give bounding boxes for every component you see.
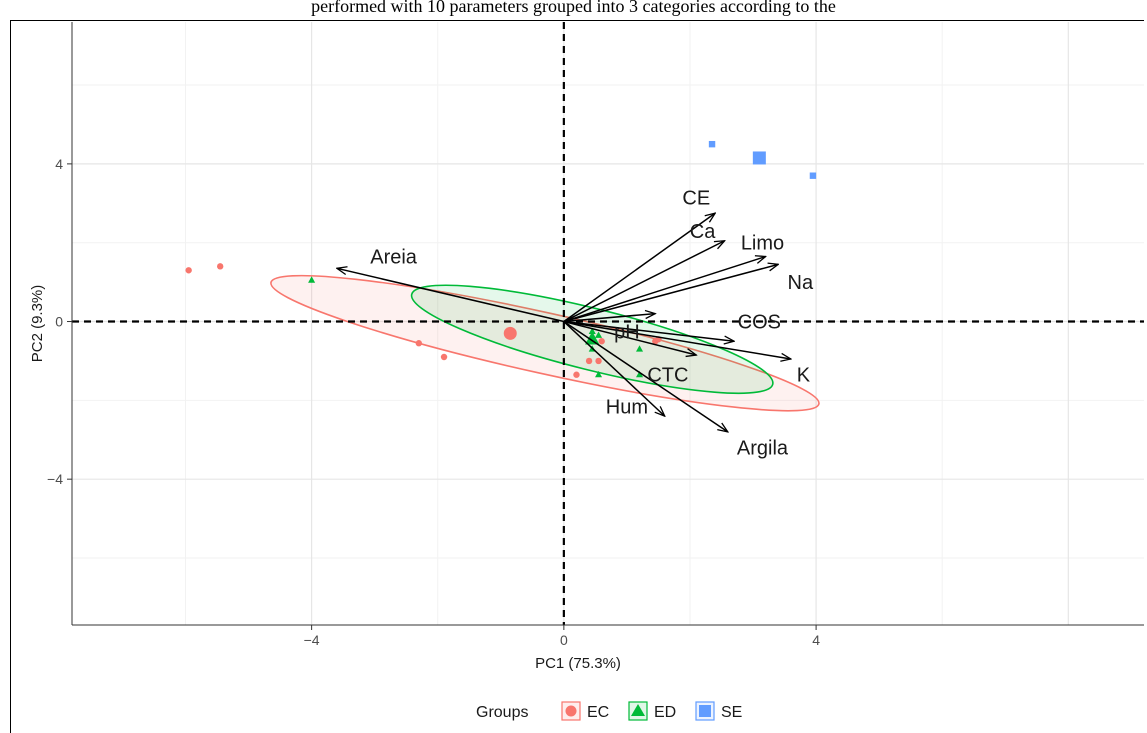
- y-axis-title: PC2 (9.3%): [29, 285, 46, 363]
- confidence-ellipse-ec: [270, 274, 820, 412]
- figure-frame: [10, 20, 1144, 733]
- loading-arrow-argila: [563, 320, 728, 432]
- data-point-ec: [585, 357, 593, 365]
- y-tick-label: 4: [55, 156, 63, 172]
- data-point-ec: [595, 357, 602, 365]
- loading-label-ce: CE: [682, 187, 710, 209]
- centroid-point-se: [752, 151, 766, 165]
- centroid-point-ec: [503, 326, 517, 340]
- loading-arrow-ctc: [563, 320, 696, 356]
- data-point-se: [809, 172, 817, 179]
- data-point-ec: [216, 263, 224, 270]
- loading-arrow-hum: [563, 320, 665, 417]
- data-point-ec: [415, 340, 423, 347]
- data-point-ec: [185, 267, 192, 274]
- legend: Groups EC ED SE: [476, 701, 742, 721]
- y-tick-label: −4: [47, 471, 63, 487]
- legend-symbol-se: [699, 705, 711, 717]
- loading-label-cos: COS: [738, 312, 781, 334]
- data-point-ed: [588, 327, 596, 334]
- x-tick-label: −4: [304, 632, 320, 648]
- legend-label-ec: EC: [587, 704, 609, 721]
- data-point-ec: [573, 371, 580, 378]
- x-axis-title: PC1 (75.3%): [535, 655, 621, 672]
- loading-label-ph: pH: [614, 321, 640, 343]
- loading-arrow-k: [563, 320, 791, 359]
- loading-arrow-areia: [337, 268, 565, 323]
- loading-label-ca: Ca: [690, 221, 716, 243]
- data-point-ed: [595, 331, 603, 338]
- loading-arrow-cos: [563, 314, 655, 323]
- loading-label-limo: Limo: [741, 233, 784, 255]
- loading-arrow-na: [563, 264, 778, 323]
- legend-title: Groups: [476, 704, 528, 721]
- loading-arrow-ca: [563, 241, 725, 323]
- loading-label-hum: Hum: [606, 396, 648, 418]
- data-point-ec: [598, 338, 605, 345]
- data-point-ed: [595, 370, 603, 378]
- legend-symbol-ed: [631, 704, 645, 716]
- loading-label-areia: Areia: [370, 247, 418, 269]
- legend-symbol-ec: [565, 705, 577, 717]
- loading-label-na: Na: [788, 272, 814, 294]
- x-tick-label: 4: [812, 632, 820, 648]
- data-point-ec: [440, 353, 448, 361]
- y-tick-label: 0: [55, 314, 63, 330]
- data-point-ed: [308, 276, 316, 283]
- loading-label-argila: Argila: [737, 438, 789, 460]
- data-point-se: [708, 140, 716, 148]
- legend-label-ed: ED: [654, 704, 676, 721]
- figure-caption: performed with 10 parameters grouped int…: [311, 0, 836, 16]
- data-point-ed: [636, 345, 644, 352]
- loading-label-k: K: [797, 365, 811, 387]
- data-point-ed: [636, 370, 644, 378]
- x-tick-label: 0: [560, 632, 568, 648]
- loading-arrow-limo: [563, 257, 766, 323]
- loading-arrow-ce: [563, 213, 715, 323]
- loading-label-ctc: CTC: [647, 365, 688, 387]
- legend-label-se: SE: [721, 704, 742, 721]
- plot-background: [72, 22, 1144, 625]
- loading-arrow-ph: [563, 320, 734, 342]
- centroid-point-ed: [585, 331, 600, 345]
